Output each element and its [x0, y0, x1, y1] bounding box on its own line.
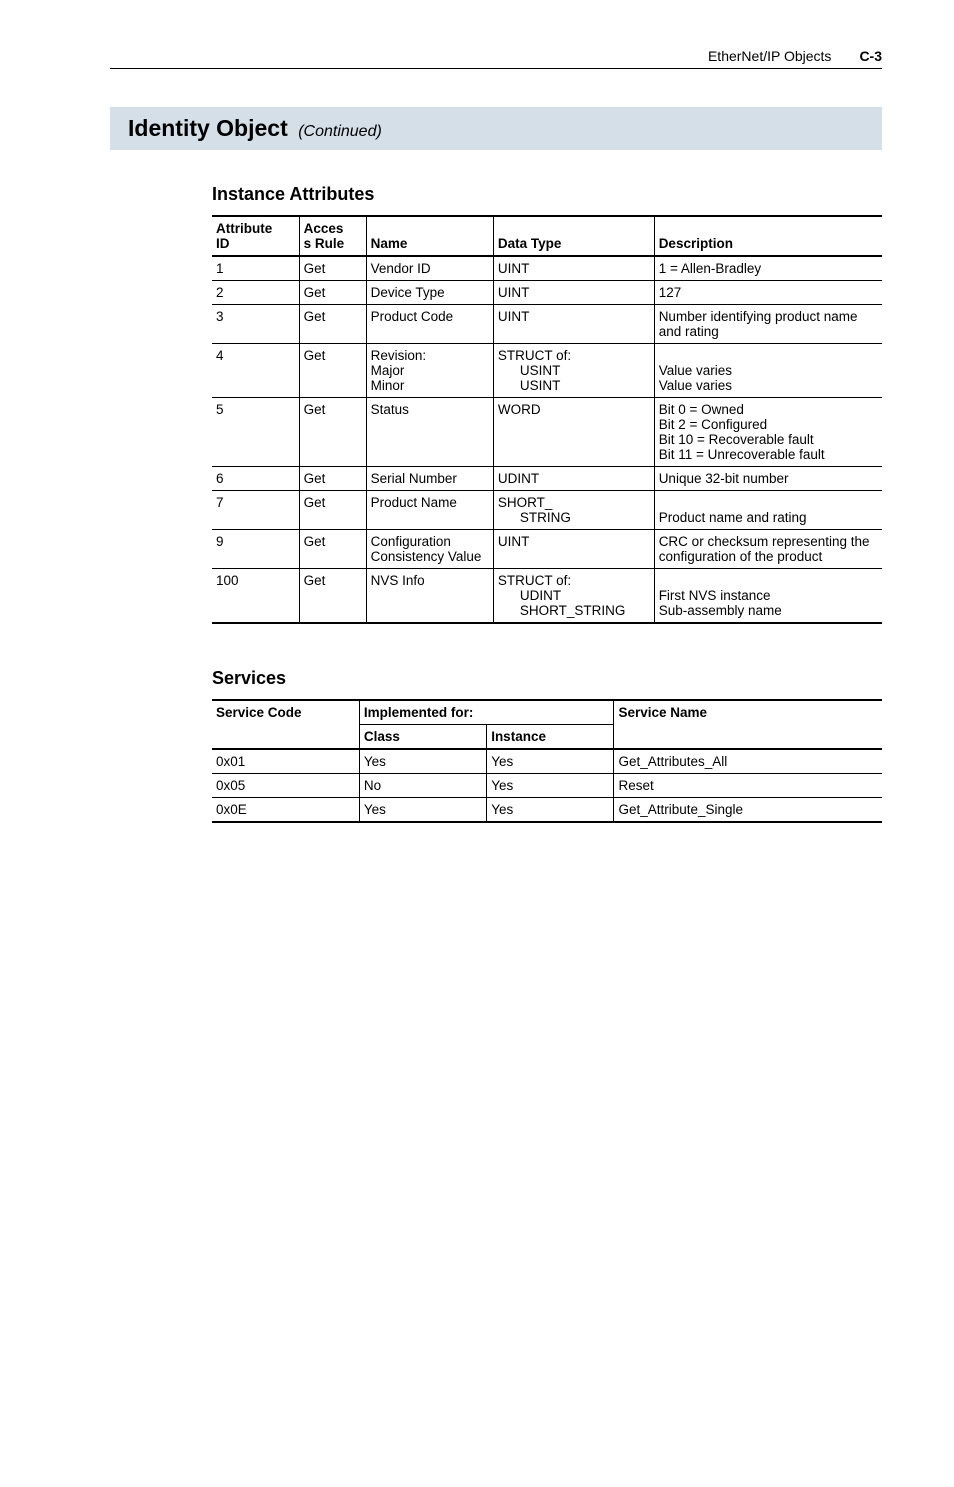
- cell-access: Get: [299, 569, 366, 624]
- col-implemented-for: Implemented for:: [359, 700, 614, 725]
- cell-instance: Yes: [487, 798, 614, 823]
- cell-name: Product Code: [366, 305, 493, 344]
- cell-name: Configuration Consistency Value: [366, 530, 493, 569]
- cell-access: Get: [299, 398, 366, 467]
- cell-attr-id: 9: [212, 530, 299, 569]
- cell-description: 127: [654, 281, 882, 305]
- table-row: 100GetNVS InfoSTRUCT of:UDINTSHORT_STRIN…: [212, 569, 882, 624]
- instance-attributes-section: Instance Attributes Attribute ID Acces s…: [212, 184, 882, 624]
- header-section-name: EtherNet/IP Objects: [708, 48, 831, 64]
- col-access: Acces s Rule: [299, 216, 366, 256]
- instance-attributes-title: Instance Attributes: [212, 184, 882, 205]
- col-attr-id-line2: ID: [216, 236, 230, 251]
- cell-description: Number identifying product name and rati…: [654, 305, 882, 344]
- col-attr-id-line1: Attribute: [216, 221, 272, 236]
- cell-service-name: Get_Attribute_Single: [614, 798, 882, 823]
- cell-attr-id: 1: [212, 256, 299, 281]
- cell-attr-id: 5: [212, 398, 299, 467]
- cell-description: Value variesValue varies: [654, 344, 882, 398]
- page-header: EtherNet/IP Objects C-3: [110, 48, 882, 69]
- cell-description: CRC or checksum representing the configu…: [654, 530, 882, 569]
- table-row: 2GetDevice TypeUINT127: [212, 281, 882, 305]
- table-row: 0x01YesYesGet_Attributes_All: [212, 749, 882, 774]
- cell-attr-id: 2: [212, 281, 299, 305]
- table-row: 1GetVendor IDUINT1 = Allen-Bradley: [212, 256, 882, 281]
- table-row: 0x05NoYesReset: [212, 774, 882, 798]
- cell-access: Get: [299, 281, 366, 305]
- cell-description: First NVS instanceSub-assembly name: [654, 569, 882, 624]
- cell-attr-id: 4: [212, 344, 299, 398]
- cell-access: Get: [299, 256, 366, 281]
- services-title: Services: [212, 668, 882, 689]
- cell-instance: Yes: [487, 749, 614, 774]
- table-row: 7GetProduct NameSHORT_STRINGProduct name…: [212, 491, 882, 530]
- cell-data-type: UDINT: [493, 467, 654, 491]
- cell-class: Yes: [359, 798, 486, 823]
- cell-class: Yes: [359, 749, 486, 774]
- cell-access: Get: [299, 344, 366, 398]
- col-description: Description: [654, 216, 882, 256]
- cell-name: Product Name: [366, 491, 493, 530]
- cell-data-type: STRUCT of:UDINTSHORT_STRING: [493, 569, 654, 624]
- col-access-line1: Acces: [304, 221, 344, 236]
- cell-data-type: WORD: [493, 398, 654, 467]
- table-row: 0x0EYesYesGet_Attribute_Single: [212, 798, 882, 823]
- cell-description: Bit 0 = OwnedBit 2 = ConfiguredBit 10 = …: [654, 398, 882, 467]
- cell-access: Get: [299, 530, 366, 569]
- col-attr-id: Attribute ID: [212, 216, 299, 256]
- section-banner-title: Identity Object: [128, 115, 288, 141]
- cell-name: Revision:MajorMinor: [366, 344, 493, 398]
- col-data-type: Data Type: [493, 216, 654, 256]
- cell-data-type: UINT: [493, 305, 654, 344]
- col-class: Class: [359, 725, 486, 750]
- instance-attributes-table: Attribute ID Acces s Rule Name Data Type…: [212, 215, 882, 624]
- cell-service-code: 0x0E: [212, 798, 359, 823]
- cell-data-type: UINT: [493, 256, 654, 281]
- cell-access: Get: [299, 305, 366, 344]
- cell-access: Get: [299, 467, 366, 491]
- col-name: Name: [366, 216, 493, 256]
- header-page-number: C-3: [859, 48, 882, 64]
- table-row: 6GetSerial NumberUDINTUnique 32-bit numb…: [212, 467, 882, 491]
- cell-name: NVS Info: [366, 569, 493, 624]
- table-row: 5GetStatusWORDBit 0 = OwnedBit 2 = Confi…: [212, 398, 882, 467]
- table-row: 9GetConfiguration Consistency ValueUINTC…: [212, 530, 882, 569]
- cell-description: Unique 32-bit number: [654, 467, 882, 491]
- cell-instance: Yes: [487, 774, 614, 798]
- cell-attr-id: 100: [212, 569, 299, 624]
- services-table: Service Code Implemented for: Service Na…: [212, 699, 882, 823]
- cell-service-code: 0x01: [212, 749, 359, 774]
- cell-service-name: Get_Attributes_All: [614, 749, 882, 774]
- cell-data-type: SHORT_STRING: [493, 491, 654, 530]
- cell-service-code: 0x05: [212, 774, 359, 798]
- cell-description: Product name and rating: [654, 491, 882, 530]
- cell-name: Device Type: [366, 281, 493, 305]
- table-row: 4GetRevision:MajorMinorSTRUCT of:USINTUS…: [212, 344, 882, 398]
- cell-service-name: Reset: [614, 774, 882, 798]
- cell-data-type: UINT: [493, 530, 654, 569]
- cell-data-type: UINT: [493, 281, 654, 305]
- cell-data-type: STRUCT of:USINTUSINT: [493, 344, 654, 398]
- col-instance: Instance: [487, 725, 614, 750]
- cell-name: Vendor ID: [366, 256, 493, 281]
- services-section: Services Service Code Implemented for: S…: [212, 668, 882, 823]
- table-row: 3GetProduct CodeUINTNumber identifying p…: [212, 305, 882, 344]
- cell-attr-id: 7: [212, 491, 299, 530]
- col-service-name: Service Name: [614, 700, 882, 749]
- col-access-line2: s Rule: [304, 236, 345, 251]
- section-banner-continued: (Continued): [298, 123, 382, 140]
- cell-name: Serial Number: [366, 467, 493, 491]
- cell-attr-id: 6: [212, 467, 299, 491]
- cell-class: No: [359, 774, 486, 798]
- cell-description: 1 = Allen-Bradley: [654, 256, 882, 281]
- cell-access: Get: [299, 491, 366, 530]
- section-banner: Identity Object (Continued): [110, 107, 882, 150]
- cell-attr-id: 3: [212, 305, 299, 344]
- col-service-code: Service Code: [212, 700, 359, 749]
- cell-name: Status: [366, 398, 493, 467]
